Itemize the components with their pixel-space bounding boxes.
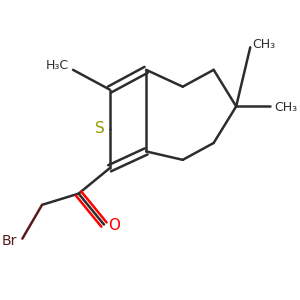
Text: O: O [108,218,120,233]
Text: H₃C: H₃C [46,59,69,72]
Text: CH₃: CH₃ [253,38,276,51]
Text: Br: Br [2,234,17,248]
Text: CH₃: CH₃ [274,101,297,114]
Text: S: S [95,122,105,136]
